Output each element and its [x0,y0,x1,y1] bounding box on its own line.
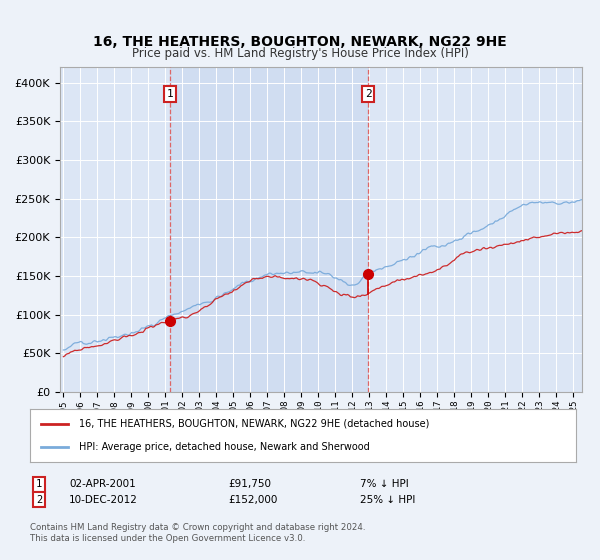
Text: Contains HM Land Registry data © Crown copyright and database right 2024.: Contains HM Land Registry data © Crown c… [30,523,365,532]
Text: 16, THE HEATHERS, BOUGHTON, NEWARK, NG22 9HE: 16, THE HEATHERS, BOUGHTON, NEWARK, NG22… [93,35,507,49]
Text: 10-DEC-2012: 10-DEC-2012 [69,494,138,505]
Text: 02-APR-2001: 02-APR-2001 [69,479,136,489]
Text: This data is licensed under the Open Government Licence v3.0.: This data is licensed under the Open Gov… [30,534,305,543]
Text: 1: 1 [166,89,173,99]
Text: 16, THE HEATHERS, BOUGHTON, NEWARK, NG22 9HE (detached house): 16, THE HEATHERS, BOUGHTON, NEWARK, NG22… [79,419,430,429]
Text: 7% ↓ HPI: 7% ↓ HPI [360,479,409,489]
Bar [170,67,368,392]
Text: 2: 2 [365,89,371,99]
Text: £91,750: £91,750 [228,479,271,489]
Text: HPI: Average price, detached house, Newark and Sherwood: HPI: Average price, detached house, Newa… [79,442,370,452]
Text: 25% ↓ HPI: 25% ↓ HPI [360,494,415,505]
Text: 2: 2 [36,494,42,505]
Text: 1: 1 [36,479,42,489]
Text: £152,000: £152,000 [228,494,277,505]
Text: Price paid vs. HM Land Registry's House Price Index (HPI): Price paid vs. HM Land Registry's House … [131,46,469,60]
